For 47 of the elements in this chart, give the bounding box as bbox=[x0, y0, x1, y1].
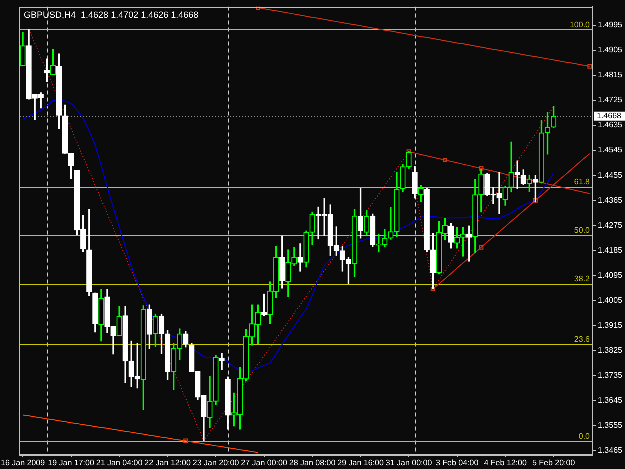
x-tick-label: 4 Feb 12:00 bbox=[484, 458, 528, 468]
y-tick-label: 1.3825 bbox=[598, 346, 624, 355]
x-tick-label: 16 Jan 2009 bbox=[1, 458, 46, 468]
y-tick-label: 1.4815 bbox=[598, 70, 624, 80]
x-tick-label: 31 Jan 00:00 bbox=[386, 458, 433, 468]
y-tick-label: 1.4365 bbox=[598, 196, 624, 205]
annotation: 61.8 bbox=[574, 178, 591, 187]
y-tick-label: 1.4635 bbox=[598, 120, 624, 130]
annotation: 50.0 bbox=[574, 226, 591, 236]
annotation: 23.6 bbox=[574, 334, 591, 344]
x-tick-label: 29 Jan 16:00 bbox=[338, 458, 384, 468]
y-tick-label: 1.4095 bbox=[598, 270, 624, 280]
candlestick bbox=[219, 353, 225, 370]
point bbox=[533, 198, 538, 203]
x-tick-label: 5 Feb 20:00 bbox=[532, 458, 576, 468]
annotation: 0.0 bbox=[578, 432, 591, 442]
y-tick-label: 1.3555 bbox=[598, 420, 624, 430]
y-tick-label: 1.4275 bbox=[598, 220, 624, 230]
y-tick-label: 1.3915 bbox=[598, 320, 624, 330]
candlestick bbox=[298, 244, 304, 272]
point bbox=[588, 64, 592, 69]
y-tick-label: 1.4005 bbox=[598, 296, 624, 305]
chart-title: GBPUSD,H4 1.4628 1.4702 1.4626 1.4668 bbox=[24, 10, 199, 20]
annotation: 38.2 bbox=[574, 274, 591, 284]
point bbox=[442, 158, 448, 163]
y-tick-label: 1.3465 bbox=[598, 446, 624, 455]
ref-line-label: 1.4668 bbox=[597, 112, 622, 121]
x-tick-label: 19 Jan 17:00 bbox=[48, 458, 95, 468]
x-tick-label: 21 Jan 04:00 bbox=[96, 458, 144, 468]
x-tick-label: 23 Jan 20:00 bbox=[192, 458, 240, 468]
y-tick-label: 1.4185 bbox=[598, 246, 624, 255]
y-tick-label: 1.4995 bbox=[598, 20, 624, 30]
y-tick-label: 1.4455 bbox=[598, 170, 624, 180]
point bbox=[479, 245, 484, 250]
x-tick-label: 22 Jan 12:00 bbox=[144, 458, 192, 468]
point bbox=[479, 166, 484, 171]
y-tick-label: 1.3645 bbox=[598, 396, 624, 405]
point bbox=[430, 286, 436, 292]
y-tick-label: 1.4905 bbox=[598, 46, 624, 55]
y-tick-label: 1.4545 bbox=[598, 146, 624, 155]
x-tick-label: 3 Feb 04:00 bbox=[436, 458, 480, 468]
x-tick-label: 27 Jan 00:00 bbox=[241, 458, 288, 468]
point bbox=[184, 438, 188, 444]
y-tick-label: 1.4725 bbox=[598, 96, 624, 105]
x-tick-label: 28 Jan 08:00 bbox=[289, 458, 336, 468]
y-tick-label: 1.3735 bbox=[598, 370, 624, 380]
annotation: 100.0 bbox=[570, 20, 591, 30]
